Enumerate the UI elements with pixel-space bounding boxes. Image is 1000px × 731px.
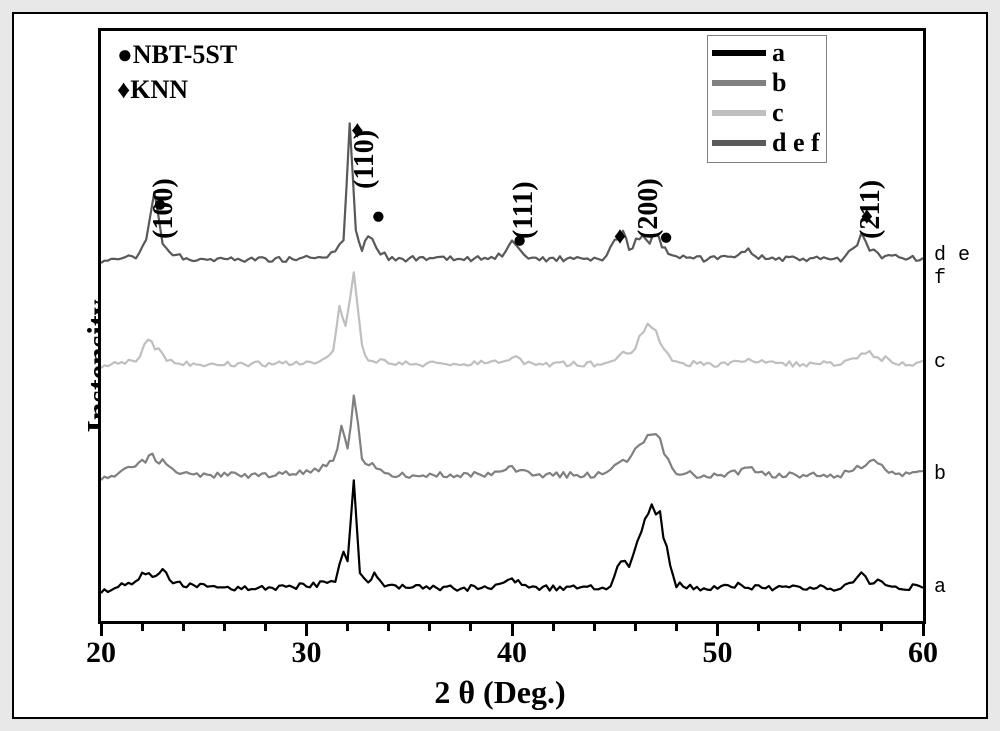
x-tick-minor (552, 624, 555, 631)
x-tick-major (100, 624, 103, 636)
pattern-legend-item: ●NBT-5ST (117, 37, 237, 72)
x-tick-label: 60 (908, 636, 938, 670)
x-tick-minor (634, 624, 637, 631)
trace-legend-item: b (712, 68, 820, 98)
legend-swatch (712, 80, 766, 86)
x-tick-minor (264, 624, 267, 631)
x-tick-minor (223, 624, 226, 631)
legend-label: d e f (772, 128, 820, 158)
peak-marker: ♦ (614, 224, 626, 251)
x-tick-minor (469, 624, 472, 631)
x-tick-minor (593, 624, 596, 631)
x-tick-minor (182, 624, 185, 631)
peak-marker: ♦ (861, 204, 873, 231)
x-tick-major (305, 624, 308, 636)
legend-swatch (712, 110, 766, 116)
x-tick-minor (839, 624, 842, 631)
trace-side-label-a: a (934, 576, 946, 599)
x-tick-major (922, 624, 925, 636)
trace-a (101, 480, 923, 593)
x-tick-label: 30 (292, 636, 322, 670)
x-tick-major (716, 624, 719, 636)
trace-c (101, 272, 923, 368)
x-axis-label: 2 θ (Deg.) (434, 674, 565, 711)
x-tick-minor (387, 624, 390, 631)
peak-marker: ● (153, 192, 168, 219)
peak-marker: ♦ (351, 118, 363, 145)
pattern-legend: ●NBT-5ST♦KNN (117, 37, 237, 107)
trace-legend-item: c (712, 98, 820, 128)
pattern-legend-item: ♦KNN (117, 72, 237, 107)
x-tick-minor (346, 624, 349, 631)
trace-legend-item: a (712, 38, 820, 68)
plot-area: ●NBT-5ST♦KNN abcd e f (100)●(110)♦(111)●… (98, 28, 926, 624)
trace-side-label-def: d e f (934, 244, 986, 290)
xrd-chart: Instensity ●NBT-5ST♦KNN abcd e f (100)●(… (12, 12, 988, 719)
x-tick-minor (428, 624, 431, 631)
x-tick-minor (798, 624, 801, 631)
x-tick-minor (141, 624, 144, 631)
legend-swatch (712, 50, 766, 56)
peak-marker: ● (512, 228, 527, 255)
trace-legend: abcd e f (707, 35, 827, 163)
peak-marker: ● (371, 204, 386, 231)
legend-swatch (712, 140, 766, 146)
x-tick-major (511, 624, 514, 636)
x-tick-label: 50 (703, 636, 733, 670)
peak-marker: ● (659, 225, 674, 252)
legend-label: c (772, 98, 784, 128)
trace-b (101, 396, 923, 480)
x-tick-minor (675, 624, 678, 631)
x-tick-label: 20 (86, 636, 116, 670)
legend-label: b (772, 68, 786, 98)
x-tick-minor (757, 624, 760, 631)
trace-side-label-c: c (934, 351, 946, 374)
trace-legend-item: d e f (712, 128, 820, 158)
x-tick-minor (880, 624, 883, 631)
trace-side-label-b: b (934, 463, 946, 486)
x-tick-label: 40 (497, 636, 527, 670)
legend-label: a (772, 38, 785, 68)
